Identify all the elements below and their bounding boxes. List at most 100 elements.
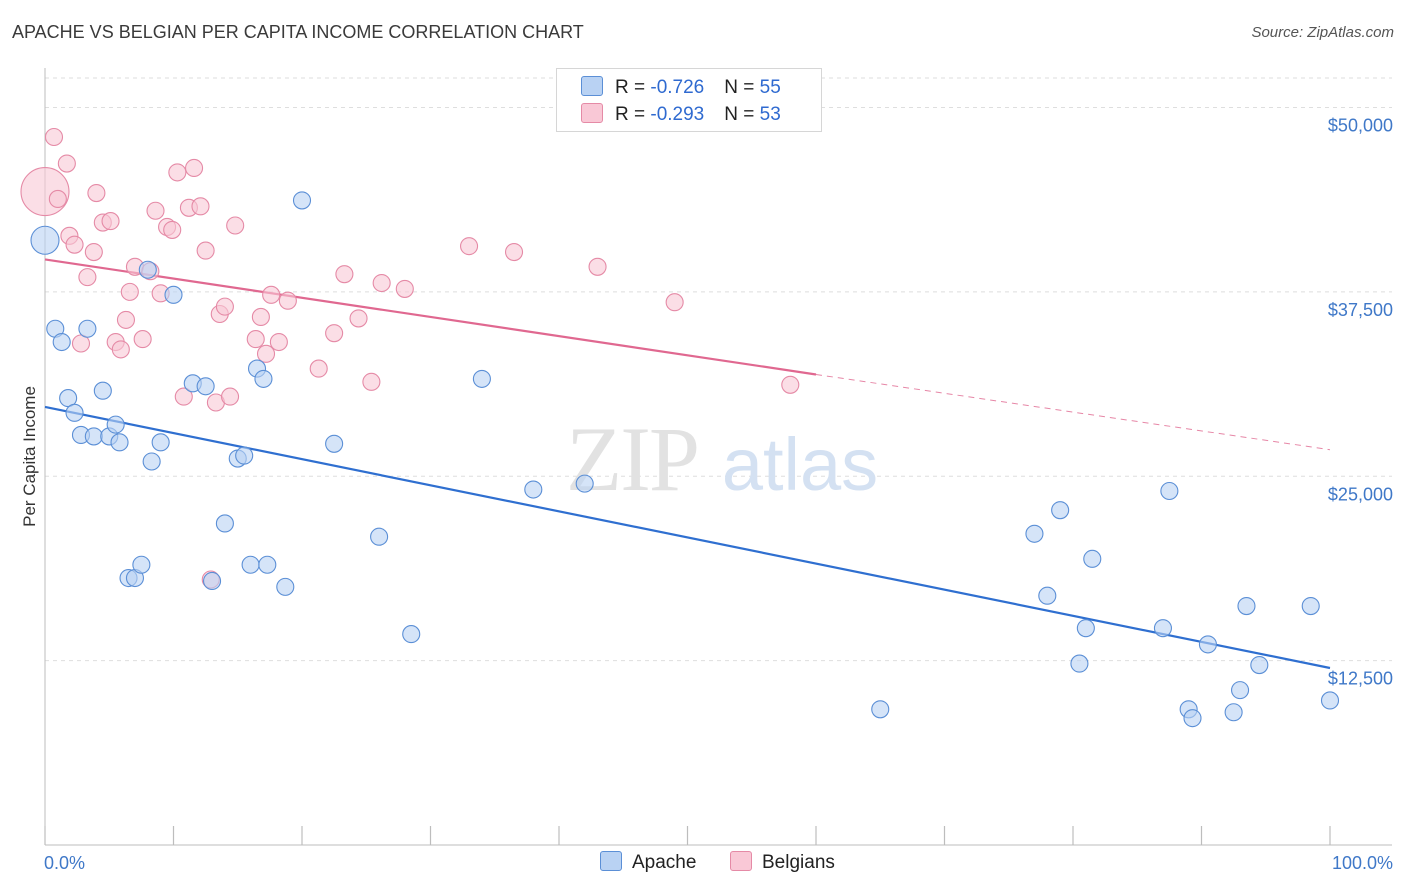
- belgians-point: [84, 243, 103, 262]
- belgians-point: [262, 285, 281, 304]
- apache-point: [78, 319, 97, 338]
- y-axis-title: Per Capita Income: [20, 386, 39, 527]
- apache-point: [52, 332, 71, 352]
- belgians-point: [196, 241, 215, 260]
- belgians-point: [44, 127, 64, 147]
- belgians-point: [120, 282, 139, 301]
- apache-point: [203, 571, 222, 591]
- n-value: 55: [759, 77, 781, 98]
- apache-point: [524, 480, 543, 499]
- belgians-point: [251, 307, 270, 327]
- belgians-point: [278, 291, 297, 310]
- y-tick-label: $50,000: [1328, 116, 1393, 136]
- apache-point: [1051, 501, 1070, 520]
- apache-point: [325, 434, 344, 453]
- legend-item-belgians[interactable]: Belgians: [730, 851, 835, 874]
- apache-point: [1160, 481, 1179, 501]
- legend-label: Belgians: [762, 852, 835, 873]
- belgians-point: [349, 309, 368, 328]
- belgians-swatch: [581, 103, 603, 123]
- belgians-point: [133, 330, 152, 349]
- apache-point: [1153, 619, 1172, 638]
- apache-point: [1076, 619, 1095, 638]
- apache-trend-line: [44, 405, 1331, 670]
- apache-point: [84, 427, 103, 446]
- r-label: R =: [615, 104, 651, 125]
- belgians-point: [395, 279, 414, 298]
- apache-point: [110, 433, 129, 452]
- belgians-point: [111, 340, 130, 359]
- belgians-point: [146, 201, 165, 220]
- apache-point: [164, 285, 183, 304]
- y-tick-label: $25,000: [1328, 484, 1393, 504]
- apache-point: [1250, 655, 1269, 675]
- legend-row-apache: R = -0.726 N = 55: [581, 76, 781, 100]
- belgians-point: [191, 197, 210, 216]
- belgians-point: [163, 220, 182, 239]
- legend-row-belgians: R = -0.293 N = 53: [581, 103, 781, 127]
- y-tick-label: $37,500: [1328, 300, 1393, 320]
- axis-labels: $12,500 $25,000 $37,500 $50,000 0.0% 100.0% Pe…: [20, 116, 1393, 874]
- apache-point: [575, 474, 594, 493]
- r-value: -0.726: [650, 77, 705, 98]
- belgians-point: [504, 243, 524, 262]
- svg-text:atlas: atlas: [722, 423, 878, 506]
- apache-point: [472, 369, 491, 388]
- belgians-point: [781, 375, 800, 394]
- data-points: [20, 127, 1340, 728]
- apache-point: [241, 555, 260, 574]
- belgians-point: [57, 154, 76, 173]
- belgians-point: [78, 268, 97, 287]
- belgians-swatch: [730, 851, 752, 871]
- belgians-point: [87, 184, 106, 203]
- trend-lines: [44, 258, 1331, 670]
- apache-point: [1038, 586, 1057, 605]
- apache-point: [65, 403, 84, 422]
- apache-point: [106, 415, 125, 434]
- apache-swatch: [581, 76, 603, 96]
- n-label: N =: [724, 104, 760, 125]
- belgians-point: [256, 344, 276, 363]
- apache-point: [402, 625, 421, 644]
- correlation-legend: R = -0.726 N = 55 R = -0.293 N = 53: [556, 68, 822, 132]
- belgians-point: [372, 273, 391, 293]
- chart-title: APACHE VS BELGIAN PER CAPITA INCOME CORR…: [12, 22, 584, 42]
- apache-point: [1320, 691, 1340, 710]
- belgians-point: [215, 297, 234, 316]
- x-tick-label: 0.0%: [44, 853, 85, 873]
- apache-point: [292, 191, 312, 210]
- apache-point: [1231, 681, 1250, 700]
- belgians-trend-line: [44, 258, 817, 376]
- apache-point: [1224, 703, 1243, 722]
- x-tick-label: 100.0%: [1332, 853, 1393, 873]
- belgians-point: [185, 158, 204, 178]
- n-label: N =: [724, 77, 760, 98]
- r-value: -0.293: [650, 104, 705, 125]
- watermark: ZIP atlas: [566, 408, 878, 510]
- belgians-point: [65, 235, 84, 254]
- belgians-trend-extension: [815, 373, 1331, 451]
- apache-point: [93, 381, 112, 400]
- belgians-point: [459, 237, 479, 256]
- belgians-point: [325, 324, 344, 343]
- legend-label: Apache: [632, 852, 697, 873]
- belgians-point: [48, 189, 67, 208]
- belgians-point: [362, 372, 381, 391]
- apache-point: [132, 555, 151, 574]
- source-label: Source: ZipAtlas.com: [1251, 24, 1394, 41]
- belgians-point: [588, 257, 607, 276]
- belgians-point: [116, 310, 136, 329]
- apache-point: [871, 700, 890, 719]
- belgians-point: [226, 216, 245, 235]
- belgians-point: [269, 332, 288, 352]
- apache-point: [138, 260, 157, 279]
- legend-item-apache[interactable]: Apache: [600, 851, 696, 874]
- apache-point: [254, 369, 273, 388]
- r-label: R =: [615, 77, 651, 98]
- apache-point: [1237, 596, 1256, 616]
- apache-point: [1183, 709, 1202, 728]
- belgians-point: [174, 387, 193, 406]
- belgians-point: [665, 293, 684, 312]
- apache-swatch: [600, 851, 622, 871]
